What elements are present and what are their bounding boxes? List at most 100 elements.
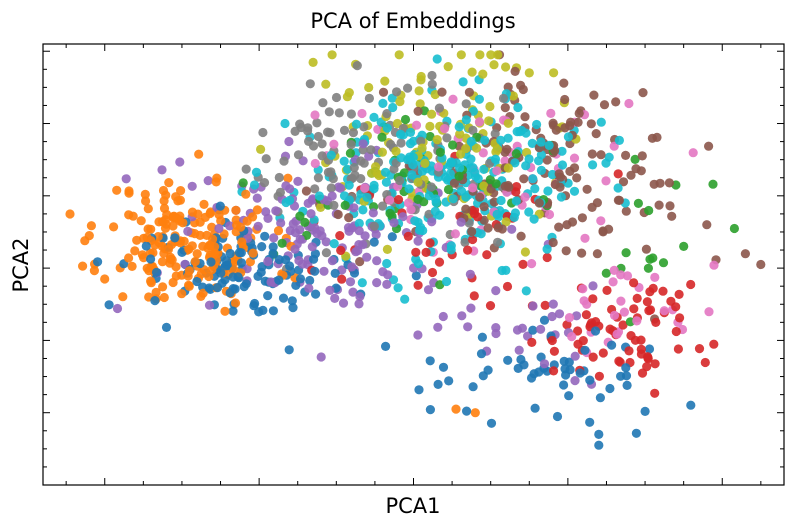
data-point bbox=[254, 307, 264, 317]
data-point bbox=[461, 99, 471, 109]
data-point bbox=[143, 204, 153, 214]
data-point bbox=[644, 344, 655, 354]
data-point bbox=[355, 291, 365, 302]
data-point bbox=[596, 117, 606, 127]
data-point bbox=[220, 306, 230, 316]
data-point bbox=[729, 223, 740, 234]
data-point bbox=[520, 192, 530, 202]
data-point bbox=[489, 60, 499, 70]
data-point bbox=[542, 155, 552, 165]
data-point bbox=[740, 249, 751, 259]
data-point bbox=[586, 119, 596, 129]
data-point bbox=[366, 145, 376, 155]
data-point bbox=[510, 158, 520, 168]
data-point bbox=[305, 79, 315, 89]
data-point bbox=[601, 268, 611, 278]
data-point bbox=[479, 181, 489, 191]
data-point bbox=[588, 160, 598, 170]
data-point bbox=[372, 278, 382, 288]
data-point bbox=[465, 269, 475, 279]
data-point bbox=[536, 150, 547, 160]
data-point bbox=[648, 283, 658, 293]
data-point bbox=[348, 128, 358, 138]
data-point bbox=[427, 267, 438, 278]
data-point bbox=[339, 125, 350, 135]
data-point bbox=[518, 259, 528, 269]
data-point bbox=[694, 344, 705, 354]
data-point bbox=[121, 174, 131, 184]
data-point bbox=[476, 229, 486, 239]
data-point bbox=[480, 135, 490, 145]
data-point bbox=[139, 253, 149, 263]
data-point bbox=[588, 281, 598, 291]
data-point bbox=[642, 362, 652, 372]
data-point bbox=[478, 69, 488, 79]
data-point bbox=[128, 211, 138, 221]
data-point bbox=[136, 216, 146, 226]
data-point bbox=[512, 127, 522, 137]
data-point bbox=[344, 180, 354, 190]
data-point bbox=[686, 400, 696, 410]
data-point bbox=[549, 68, 559, 78]
data-point bbox=[575, 368, 585, 378]
data-point bbox=[263, 291, 273, 301]
data-point bbox=[688, 148, 698, 158]
data-point bbox=[491, 179, 501, 189]
data-point bbox=[346, 140, 356, 150]
data-point bbox=[238, 178, 248, 188]
data-point bbox=[655, 178, 665, 188]
data-point bbox=[377, 147, 387, 157]
data-point bbox=[444, 376, 454, 386]
data-point bbox=[450, 229, 460, 239]
data-point bbox=[564, 391, 574, 401]
data-point bbox=[664, 178, 675, 188]
data-point bbox=[542, 252, 552, 263]
data-point bbox=[177, 247, 187, 257]
data-point bbox=[547, 311, 557, 322]
data-point bbox=[316, 202, 326, 212]
data-point bbox=[335, 231, 345, 241]
data-point bbox=[362, 252, 372, 262]
data-point bbox=[551, 125, 561, 135]
data-point bbox=[193, 209, 203, 219]
data-point bbox=[492, 209, 502, 219]
data-point bbox=[559, 380, 569, 390]
data-point bbox=[430, 206, 440, 216]
data-point bbox=[164, 178, 174, 188]
data-point bbox=[288, 303, 298, 313]
data-point bbox=[392, 87, 402, 97]
data-point bbox=[199, 199, 209, 209]
data-point bbox=[622, 271, 633, 281]
data-point bbox=[557, 160, 568, 170]
data-point bbox=[498, 93, 509, 103]
data-point bbox=[241, 164, 251, 174]
data-point bbox=[457, 311, 467, 321]
data-point bbox=[548, 299, 558, 309]
data-point bbox=[313, 173, 323, 183]
data-point bbox=[507, 224, 517, 234]
data-point bbox=[500, 103, 510, 113]
data-point bbox=[256, 267, 266, 277]
data-point bbox=[521, 128, 531, 138]
data-point bbox=[382, 244, 392, 254]
data-point bbox=[709, 339, 719, 349]
data-point bbox=[140, 189, 150, 199]
data-point bbox=[554, 222, 564, 232]
data-point bbox=[171, 262, 181, 272]
data-point bbox=[579, 296, 589, 306]
data-point bbox=[380, 167, 391, 177]
data-point bbox=[503, 163, 513, 173]
data-point bbox=[425, 238, 435, 248]
data-point bbox=[354, 226, 364, 236]
data-point bbox=[503, 355, 513, 365]
data-point bbox=[501, 62, 511, 72]
data-point bbox=[565, 166, 575, 176]
data-point bbox=[362, 192, 372, 202]
data-point bbox=[413, 177, 423, 187]
data-point bbox=[127, 261, 137, 271]
data-point bbox=[556, 192, 567, 202]
data-point bbox=[344, 88, 354, 98]
data-point bbox=[455, 129, 465, 139]
data-point bbox=[471, 143, 482, 153]
data-point bbox=[241, 189, 251, 199]
